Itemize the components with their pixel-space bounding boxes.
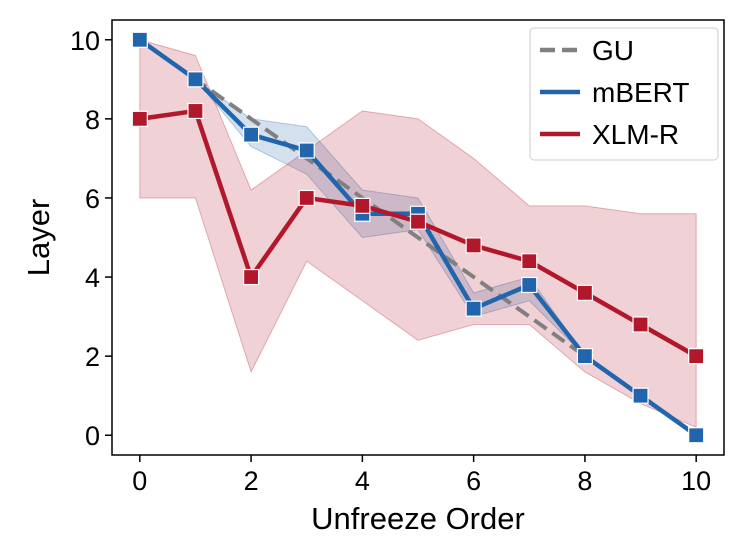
marker-mbert-2 bbox=[242, 126, 260, 143]
marker-xlm-r-10 bbox=[688, 348, 705, 365]
y-tick-label: 6 bbox=[85, 184, 100, 214]
x-axis-ticks: 0 2 4 6 8 10 bbox=[132, 455, 711, 496]
x-tick-label: 2 bbox=[244, 466, 259, 496]
plot-frame bbox=[111, 19, 725, 456]
legend-label-gu: GU bbox=[592, 35, 634, 66]
series-markers bbox=[131, 31, 705, 444]
marker-mbert-6 bbox=[465, 300, 482, 317]
y-axis-label: Layer bbox=[21, 199, 56, 277]
marker-xlm-r-9 bbox=[632, 316, 649, 333]
x-tick-label: 8 bbox=[577, 466, 592, 496]
legend-label-mbert: mBERT bbox=[592, 77, 690, 108]
legend-label-xlm-r: XLM-R bbox=[592, 119, 679, 150]
marker-xlm-r-1 bbox=[187, 102, 204, 120]
marker-xlm-r-3 bbox=[298, 189, 315, 207]
x-axis-label: Unfreeze Order bbox=[311, 501, 525, 536]
marker-mbert-7 bbox=[521, 276, 538, 294]
legend-box bbox=[529, 27, 719, 161]
y-tick-label: 10 bbox=[70, 26, 100, 56]
y-axis-ticks: 0 2 4 6 8 10 bbox=[70, 26, 112, 451]
marker-xlm-r-5 bbox=[409, 213, 427, 230]
marker-mbert-10 bbox=[688, 427, 705, 444]
y-tick-label: 4 bbox=[85, 263, 100, 293]
x-tick-label: 6 bbox=[466, 466, 481, 496]
marker-xlm-r-7 bbox=[521, 253, 538, 270]
marker-xlm-r-0 bbox=[131, 110, 148, 127]
marker-mbert-9 bbox=[632, 387, 649, 404]
marker-xlm-r-8 bbox=[576, 284, 594, 301]
y-tick-label: 2 bbox=[85, 342, 100, 372]
x-tick-label: 0 bbox=[132, 466, 147, 496]
y-tick-label: 0 bbox=[85, 421, 100, 451]
marker-mbert-1 bbox=[187, 71, 204, 88]
marker-mbert-0 bbox=[131, 31, 148, 48]
marker-mbert-3 bbox=[298, 142, 315, 159]
marker-xlm-r-4 bbox=[354, 197, 371, 214]
marker-mbert-8 bbox=[576, 348, 594, 365]
legend: GU mBERT XLM-R bbox=[529, 27, 719, 161]
y-tick-label: 8 bbox=[85, 105, 100, 135]
x-tick-label: 4 bbox=[355, 466, 370, 496]
marker-xlm-r-2 bbox=[242, 268, 260, 286]
x-tick-label: 10 bbox=[681, 466, 711, 496]
marker-xlm-r-6 bbox=[465, 237, 482, 254]
line-gu bbox=[138, 38, 698, 437]
